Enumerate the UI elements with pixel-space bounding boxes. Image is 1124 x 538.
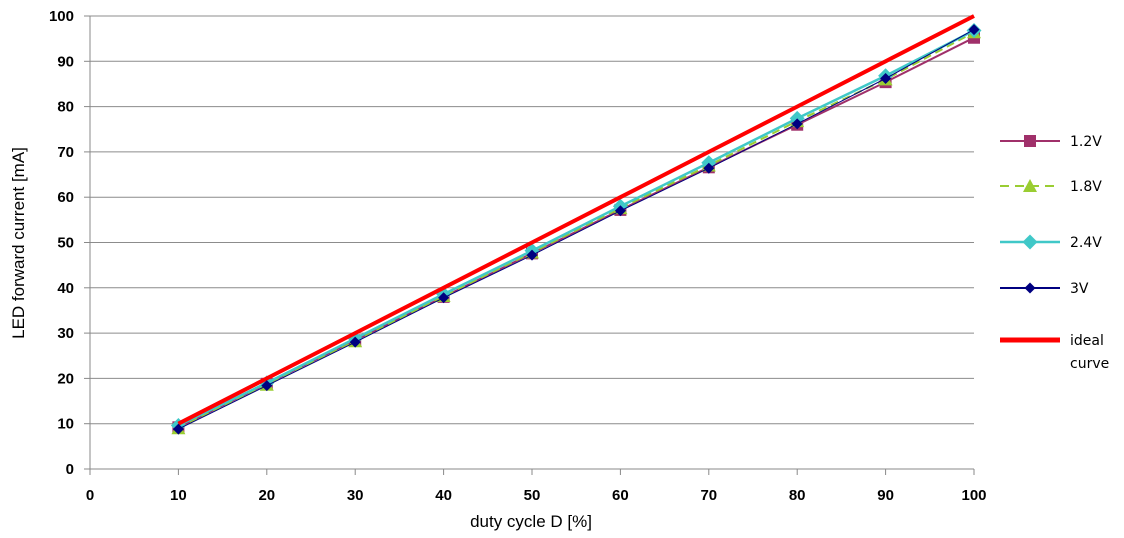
y-tick-label: 30 — [57, 325, 74, 342]
data-point — [526, 249, 538, 261]
data-point — [968, 24, 980, 36]
data-point — [172, 423, 184, 435]
legend-marker — [1022, 234, 1038, 250]
data-point — [438, 292, 450, 304]
data-point — [614, 205, 626, 217]
series-ideal-curve — [177, 14, 975, 426]
x-tick-label: 90 — [877, 487, 894, 504]
legend-label: 1.2V — [1070, 134, 1102, 150]
y-tick-label: 100 — [49, 8, 74, 25]
legend-item: 1.8V — [1000, 179, 1102, 195]
y-tick-label: 50 — [57, 235, 74, 252]
series-line — [177, 29, 975, 427]
series-line — [178, 29, 975, 430]
x-axis-title: duty cycle D [%] — [470, 512, 592, 531]
legend-item: ideal curve — [1000, 333, 1109, 372]
axes — [84, 15, 975, 475]
x-tick-label: 80 — [789, 487, 806, 504]
series-3v — [172, 24, 980, 435]
legend-label: 2.4V — [1070, 235, 1102, 251]
gridlines — [90, 15, 974, 425]
data-point — [703, 162, 715, 174]
x-tick-label: 50 — [524, 487, 541, 504]
x-tick-label: 20 — [258, 487, 275, 504]
series-line — [177, 14, 975, 426]
x-tick-label: 10 — [170, 487, 187, 504]
x-tick-label: 40 — [435, 487, 452, 504]
legend-marker — [1024, 282, 1036, 294]
y-tick-label: 60 — [57, 189, 74, 206]
data-point — [791, 118, 803, 130]
y-tick-label: 90 — [57, 53, 74, 70]
y-axis-title: LED forward current [mA] — [9, 147, 28, 339]
y-tick-label: 40 — [57, 280, 74, 297]
legend: 1.2V 1.8V 2.4V 3V ideal curve — [1000, 134, 1109, 372]
series-group — [170, 14, 982, 435]
y-tick-label: 70 — [57, 144, 74, 161]
x-tick-label: 100 — [961, 487, 986, 504]
data-point — [261, 380, 273, 392]
legend-label: ideal — [1070, 333, 1104, 349]
y-tick-labels: 0 10 20 30 40 50 60 70 80 90 100 — [49, 8, 74, 478]
y-tick-label: 20 — [57, 370, 74, 387]
x-tick-label: 30 — [347, 487, 364, 504]
x-tick-labels: 0 10 20 30 40 50 60 70 80 90 100 — [86, 487, 987, 504]
legend-item: 1.2V — [1000, 134, 1102, 150]
legend-item: 3V — [1000, 281, 1089, 297]
legend-label: 3V — [1070, 281, 1089, 297]
data-point — [880, 73, 892, 85]
x-tick-label: 0 — [86, 487, 94, 504]
legend-label: 1.8V — [1070, 179, 1102, 195]
series-line — [177, 31, 975, 430]
legend-marker — [1023, 179, 1037, 192]
y-tick-label: 80 — [57, 99, 74, 116]
y-tick-label: 10 — [57, 416, 74, 433]
x-tick-label: 70 — [700, 487, 717, 504]
legend-item: 2.4V — [1000, 234, 1102, 251]
legend-label: curve — [1070, 356, 1109, 372]
legend-marker — [1024, 135, 1036, 147]
data-point — [349, 336, 361, 348]
y-tick-label: 0 — [66, 461, 74, 478]
x-tick-label: 60 — [612, 487, 629, 504]
